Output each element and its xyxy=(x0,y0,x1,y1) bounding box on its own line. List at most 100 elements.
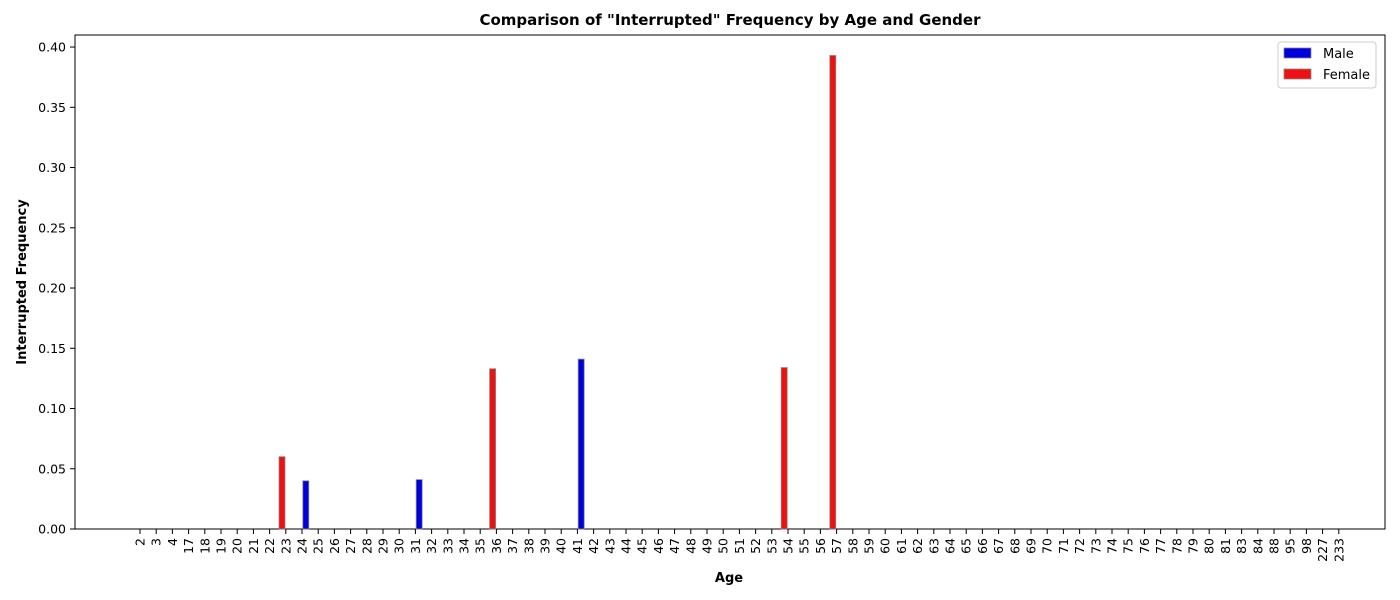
x-tick-label: 73 xyxy=(1088,538,1103,554)
x-tick-label: 37 xyxy=(505,538,520,554)
y-tick-label: 0.25 xyxy=(38,220,66,235)
x-tick-label: 4 xyxy=(165,538,180,546)
x-tick-label: 53 xyxy=(764,538,779,554)
x-tick-label: 49 xyxy=(700,538,715,554)
x-tick-label: 68 xyxy=(1007,538,1022,554)
x-tick-label: 56 xyxy=(813,538,828,554)
x-tick-label: 27 xyxy=(343,538,358,554)
y-tick-label: 0.00 xyxy=(38,522,66,537)
x-tick-label: 51 xyxy=(732,538,747,554)
chart-title: Comparison of "Interrupted" Frequency by… xyxy=(479,11,981,29)
x-tick-label: 21 xyxy=(246,538,261,554)
x-tick-label: 69 xyxy=(1024,538,1039,554)
x-tick-label: 22 xyxy=(262,538,277,554)
plot-area xyxy=(74,34,1386,530)
x-tick-label: 41 xyxy=(570,538,585,554)
x-tick-label: 32 xyxy=(424,538,439,554)
x-tick-label: 74 xyxy=(1105,538,1120,554)
bar-male-age-31 xyxy=(415,479,423,530)
x-tick-label: 63 xyxy=(926,538,941,554)
x-tick-label: 80 xyxy=(1202,538,1217,554)
bar-female-age-23 xyxy=(278,456,286,530)
x-tick-label: 17 xyxy=(181,538,196,554)
x-tick-label: 95 xyxy=(1283,538,1298,554)
legend-label-male: Male xyxy=(1323,47,1354,62)
x-tick-label: 79 xyxy=(1186,538,1201,554)
x-tick-label: 55 xyxy=(797,538,812,554)
x-tick-label: 57 xyxy=(829,538,844,554)
y-tick-label: 0.05 xyxy=(38,461,66,476)
x-tick-label: 35 xyxy=(473,538,488,554)
x-tick-label: 46 xyxy=(651,538,666,554)
x-tick-label: 20 xyxy=(230,538,245,554)
x-tick-label: 76 xyxy=(1137,538,1152,554)
bar-male-age-41 xyxy=(577,358,585,530)
legend-label-female: Female xyxy=(1323,68,1370,83)
x-tick-label: 78 xyxy=(1169,538,1184,554)
x-tick-label: 3 xyxy=(149,538,164,546)
x-tick-label: 40 xyxy=(554,538,569,554)
x-tick-label: 54 xyxy=(781,538,796,554)
x-tick-label: 64 xyxy=(943,538,958,554)
x-tick-label: 33 xyxy=(440,538,455,554)
x-tick-label: 47 xyxy=(667,538,682,554)
x-tick-label: 84 xyxy=(1250,538,1265,554)
x-tick-label: 88 xyxy=(1267,538,1282,554)
x-tick-label: 30 xyxy=(392,538,407,554)
legend-swatch-female xyxy=(1283,68,1312,80)
x-tick-label: 233 xyxy=(1331,538,1346,562)
x-tick-label: 19 xyxy=(214,538,229,554)
bar-female-age-57 xyxy=(829,55,837,530)
x-tick-label: 31 xyxy=(408,538,423,554)
x-tick-label: 2 xyxy=(133,538,148,546)
y-tick-label: 0.20 xyxy=(38,281,66,296)
x-tick-label: 83 xyxy=(1234,538,1249,554)
x-tick-label: 44 xyxy=(619,538,634,554)
x-tick-label: 52 xyxy=(748,538,763,554)
x-tick-label: 66 xyxy=(975,538,990,554)
x-tick-label: 71 xyxy=(1056,538,1071,554)
x-tick-label: 36 xyxy=(489,538,504,554)
y-axis-label: Interrupted Frequency xyxy=(15,199,30,365)
x-tick-label: 77 xyxy=(1153,538,1168,554)
x-tick-label: 25 xyxy=(311,538,326,554)
x-tick-label: 67 xyxy=(991,538,1006,554)
x-tick-label: 39 xyxy=(538,538,553,554)
y-tick-label: 0.35 xyxy=(38,100,66,115)
x-tick-label: 50 xyxy=(716,538,731,554)
x-tick-label: 23 xyxy=(278,538,293,554)
x-tick-label: 60 xyxy=(878,538,893,554)
x-tick-label: 61 xyxy=(894,538,909,554)
x-tick-label: 75 xyxy=(1121,538,1136,554)
y-tick-label: 0.40 xyxy=(38,40,66,55)
x-tick-label: 227 xyxy=(1315,538,1330,562)
bars-layer xyxy=(278,55,837,530)
x-axis-label: Age xyxy=(715,571,743,586)
x-tick-label: 43 xyxy=(602,538,617,554)
x-tick-label: 42 xyxy=(586,538,601,554)
legend: Male Female xyxy=(1277,41,1377,89)
x-tick-label: 26 xyxy=(327,538,342,554)
x-tick-label: 24 xyxy=(295,538,310,554)
x-tick-label: 59 xyxy=(862,538,877,554)
x-tick-label: 48 xyxy=(683,538,698,554)
y-tick-label: 0.15 xyxy=(38,341,66,356)
bar-female-age-36 xyxy=(489,368,497,530)
x-tick-label: 18 xyxy=(197,538,212,554)
y-tick-label: 0.10 xyxy=(38,401,66,416)
x-tick-label: 34 xyxy=(457,538,472,554)
x-tick-label: 62 xyxy=(910,538,925,554)
bar-male-age-24 xyxy=(302,480,310,530)
bar-female-age-54 xyxy=(780,367,788,530)
y-axis: 0.00 0.05 0.10 0.15 0.20 0.25 0.30 0.35 0.40 xyxy=(38,40,75,537)
x-tick-label: 45 xyxy=(635,538,650,554)
x-tick-label: 29 xyxy=(376,538,391,554)
x-tick-label: 70 xyxy=(1040,538,1055,554)
x-tick-label: 72 xyxy=(1072,538,1087,554)
x-axis: 2 3 4 17 18 19 20 21 22 23 24 25 26 27 28 29 30 31 32 33 34 3… xyxy=(133,529,1346,562)
x-tick-label: 65 xyxy=(959,538,974,554)
x-tick-label: 28 xyxy=(359,538,374,554)
x-tick-label: 58 xyxy=(845,538,860,554)
x-tick-label: 81 xyxy=(1218,538,1233,554)
